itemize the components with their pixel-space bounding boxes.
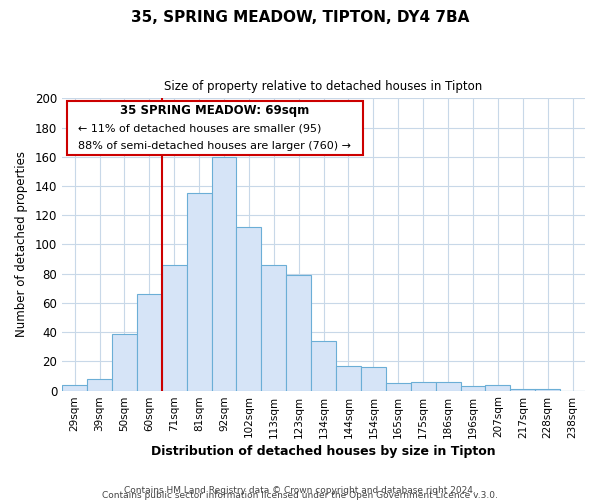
Text: 35 SPRING MEADOW: 69sqm: 35 SPRING MEADOW: 69sqm	[121, 104, 310, 117]
Bar	[511, 389, 535, 390]
Text: ← 11% of detached houses are smaller (95): ← 11% of detached houses are smaller (95…	[78, 123, 321, 133]
Bar	[411, 382, 436, 390]
Bar	[436, 382, 461, 390]
Bar	[212, 157, 236, 390]
Bar	[236, 227, 262, 390]
Bar	[286, 275, 311, 390]
Title: Size of property relative to detached houses in Tipton: Size of property relative to detached ho…	[164, 80, 483, 93]
Bar	[137, 294, 162, 390]
Y-axis label: Number of detached properties: Number of detached properties	[15, 152, 28, 338]
Bar	[187, 194, 212, 390]
Bar	[62, 384, 87, 390]
Bar	[461, 386, 485, 390]
Bar	[336, 366, 361, 390]
Text: Contains public sector information licensed under the Open Government Licence v.: Contains public sector information licen…	[102, 491, 498, 500]
Bar	[361, 367, 386, 390]
Bar	[162, 265, 187, 390]
X-axis label: Distribution of detached houses by size in Tipton: Distribution of detached houses by size …	[151, 444, 496, 458]
Bar	[535, 389, 560, 390]
Text: Contains HM Land Registry data © Crown copyright and database right 2024.: Contains HM Land Registry data © Crown c…	[124, 486, 476, 495]
Text: 35, SPRING MEADOW, TIPTON, DY4 7BA: 35, SPRING MEADOW, TIPTON, DY4 7BA	[131, 10, 469, 25]
Bar	[311, 341, 336, 390]
Bar	[87, 379, 112, 390]
Bar	[112, 334, 137, 390]
Bar	[485, 384, 511, 390]
Bar	[386, 384, 411, 390]
Text: 88% of semi-detached houses are larger (760) →: 88% of semi-detached houses are larger (…	[78, 140, 351, 150]
FancyBboxPatch shape	[67, 102, 363, 156]
Bar	[262, 265, 286, 390]
